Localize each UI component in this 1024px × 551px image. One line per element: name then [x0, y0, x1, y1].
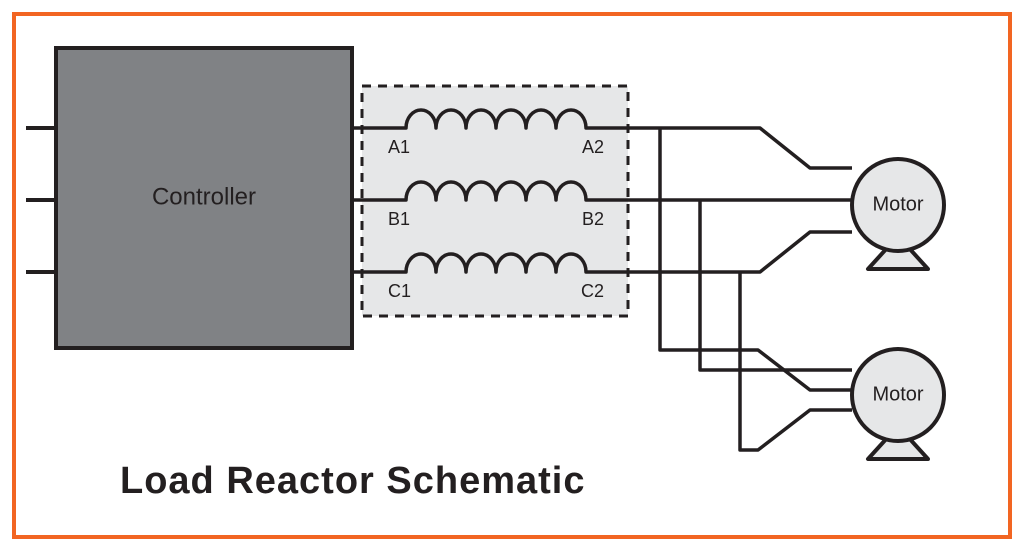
terminal-label-left: A1	[388, 137, 410, 157]
motor-label: Motor	[872, 193, 923, 215]
terminal-label-left: C1	[388, 281, 411, 301]
terminal-label-right: C2	[581, 281, 604, 301]
controller-label: Controller	[152, 183, 256, 210]
terminal-label-right: B2	[582, 209, 604, 229]
wire	[740, 272, 852, 450]
diagram-title: Load Reactor Schematic	[120, 460, 585, 503]
motor-label: Motor	[872, 383, 923, 405]
terminal-label-left: B1	[388, 209, 410, 229]
wire	[700, 200, 852, 370]
terminal-label-right: A2	[582, 137, 604, 157]
